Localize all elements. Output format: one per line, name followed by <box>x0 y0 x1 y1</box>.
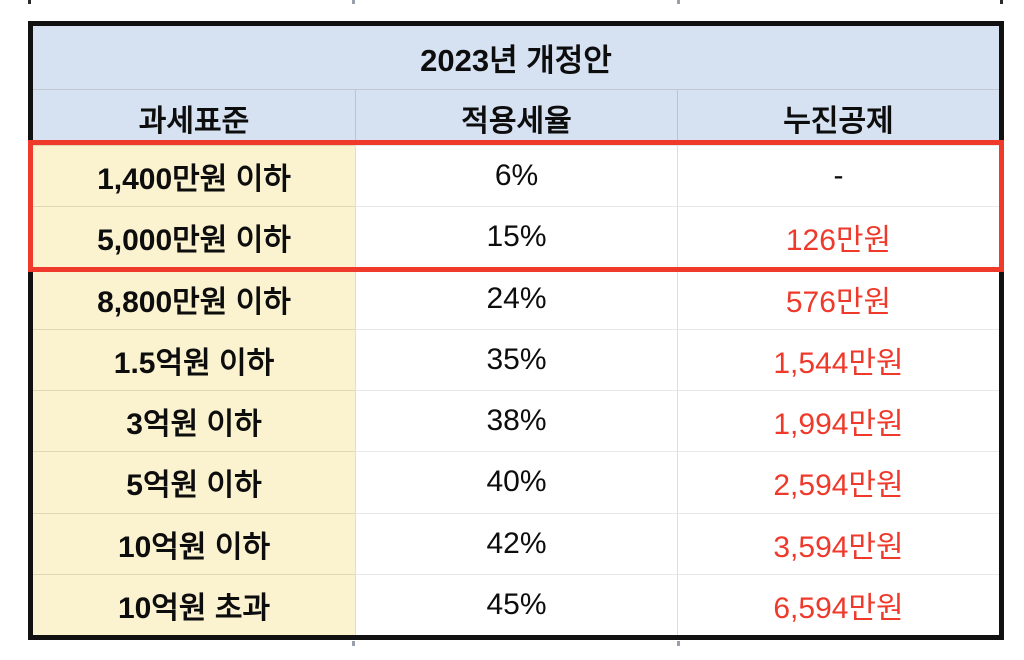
col-header-deduction: 누진공제 <box>677 89 999 145</box>
tax-bracket-table: 2023년 개정안 과세표준 적용세율 누진공제 1,400만원 이하 6% -… <box>28 21 1004 640</box>
cell-deduction: - <box>677 145 999 207</box>
cell-tax-rate: 6% <box>355 145 677 207</box>
cell-tax-rate: 42% <box>355 512 677 574</box>
crop-tick-mark <box>677 0 680 4</box>
crop-tick-mark <box>1000 0 1003 4</box>
cell-deduction: 576만원 <box>677 267 999 329</box>
cell-tax-base: 1,400만원 이하 <box>33 145 355 207</box>
cell-tax-base: 10억원 이하 <box>33 512 355 574</box>
cell-tax-rate: 24% <box>355 267 677 329</box>
cell-deduction: 3,594만원 <box>677 512 999 574</box>
cell-tax-rate: 40% <box>355 451 677 513</box>
col-header-tax-rate: 적용세율 <box>355 89 677 145</box>
crop-tick-mark <box>352 0 355 4</box>
cell-tax-base: 10억원 초과 <box>33 573 355 635</box>
col-header-tax-base: 과세표준 <box>33 89 355 145</box>
crop-tick-mark <box>28 0 31 4</box>
cell-deduction: 6,594만원 <box>677 573 999 635</box>
cell-tax-rate: 35% <box>355 328 677 390</box>
crop-tick-mark <box>677 641 680 646</box>
cell-tax-rate: 15% <box>355 206 677 268</box>
cell-deduction: 1,994만원 <box>677 390 999 452</box>
cell-deduction: 2,594만원 <box>677 451 999 513</box>
table-title: 2023년 개정안 <box>33 26 999 89</box>
cell-tax-base: 5,000만원 이하 <box>33 206 355 268</box>
cell-tax-base: 1.5억원 이하 <box>33 328 355 390</box>
cell-tax-base: 3억원 이하 <box>33 390 355 452</box>
cell-deduction: 126만원 <box>677 206 999 268</box>
cell-tax-rate: 38% <box>355 390 677 452</box>
cell-deduction: 1,544만원 <box>677 328 999 390</box>
cell-tax-base: 8,800만원 이하 <box>33 267 355 329</box>
crop-tick-mark <box>352 641 355 646</box>
cell-tax-base: 5억원 이하 <box>33 451 355 513</box>
cell-tax-rate: 45% <box>355 573 677 635</box>
